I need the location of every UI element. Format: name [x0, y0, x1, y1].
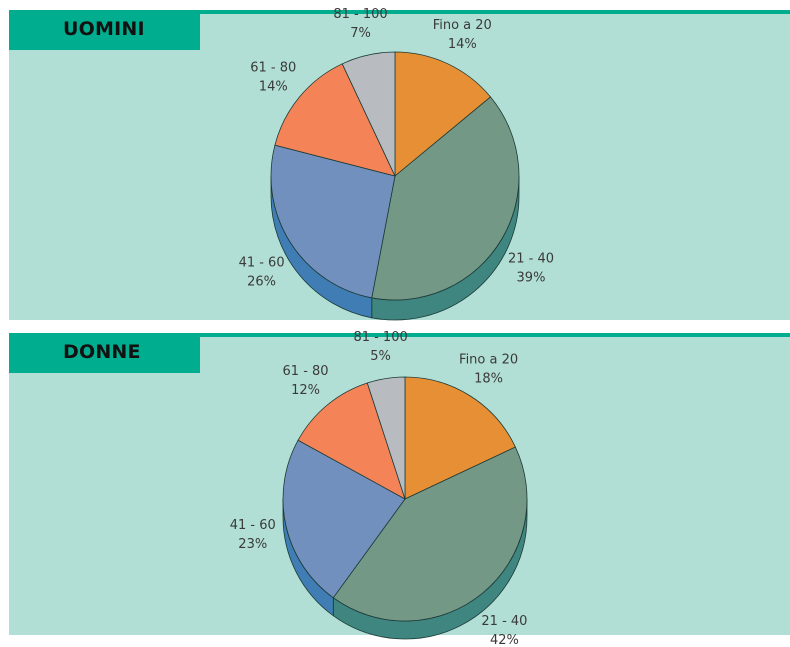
pie-chart-uomini: Fino a 20 14% 21 - 40 39% 41 - 60 26% 61 - 80 1…: [239, 7, 554, 321]
pie-slice-21-40: [371, 96, 520, 301]
slice-label-21-40: 21 - 40 39%: [508, 251, 554, 285]
slice-label-41-60: 41 - 60 23%: [230, 518, 276, 552]
pie-slice-81-100: [366, 376, 406, 500]
chart-title: DONNE: [63, 341, 141, 363]
pie-chart-donne: Fino a 20 18% 21 - 40 42% 41 - 60 23% 61 - 80 1…: [230, 330, 528, 647]
slice-label-81-100: 81 - 100 5%: [353, 330, 407, 364]
chart-title: UOMINI: [63, 18, 145, 40]
pie-slice-41-60: [270, 144, 396, 299]
chart-panel-donne: DONNE Fino a 20 18% 21 - 40 42% 41 - 60 23% 61…: [9, 330, 790, 647]
slice-label-21-40: 21 - 40 42%: [481, 614, 527, 647]
pie-slice-81-100: [341, 51, 396, 177]
slice-label-81-100: 81 - 100 7%: [333, 7, 387, 41]
pie-slice-61-80: [274, 63, 396, 177]
pie-slice-fino-a-20: [394, 51, 492, 177]
pie-slice-41-60: [282, 439, 406, 599]
slice-label-fino-a-20: Fino a 20 18%: [459, 352, 518, 386]
section-tab: UOMINI: [9, 10, 200, 50]
slice-label-61-80: 61 - 80 14%: [250, 60, 296, 94]
pie-slice-61-80: [297, 382, 406, 500]
section-tab: DONNE: [9, 333, 200, 373]
slice-label-61-80: 61 - 80 12%: [283, 364, 329, 398]
pie-slice-fino-a-20: [404, 376, 516, 500]
accent-line: [9, 333, 790, 337]
slice-label-41-60: 41 - 60 26%: [239, 256, 285, 290]
slice-label-fino-a-20: Fino a 20 14%: [433, 18, 492, 52]
accent-line: [9, 10, 790, 14]
chart-panel-uomini: UOMINI Fino a 20 14% 21 - 40 39% 41 - 60 26% 6…: [9, 7, 790, 321]
pie-slice-21-40: [332, 446, 528, 622]
